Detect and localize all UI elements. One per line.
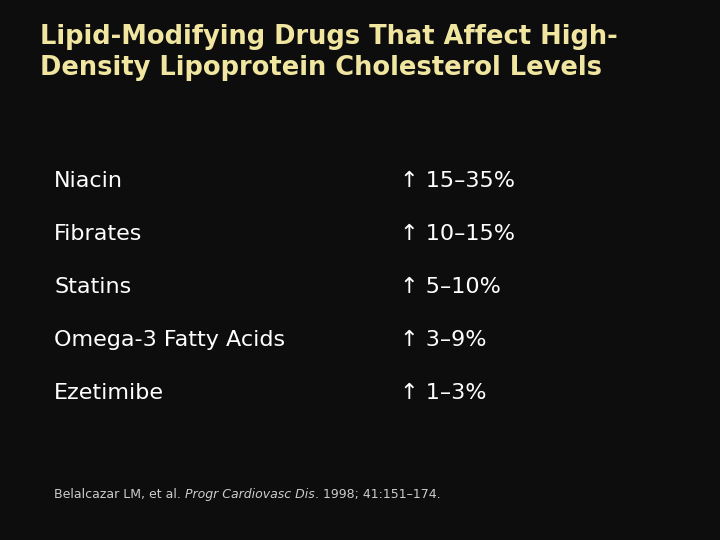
Text: Lipid-Modifying Drugs That Affect High-
Density Lipoprotein Cholesterol Levels: Lipid-Modifying Drugs That Affect High- … [40, 24, 617, 82]
Text: ↑ 10–15%: ↑ 10–15% [400, 224, 515, 244]
Text: ↑ 15–35%: ↑ 15–35% [400, 171, 515, 191]
Text: ↑ 3–9%: ↑ 3–9% [400, 329, 486, 350]
Text: Niacin: Niacin [54, 171, 123, 191]
Text: Progr Cardiovasc Dis: Progr Cardiovasc Dis [185, 488, 315, 501]
Text: ↑ 1–3%: ↑ 1–3% [400, 382, 486, 403]
Text: Ezetimibe: Ezetimibe [54, 382, 164, 403]
Text: . 1998; 41:151–174.: . 1998; 41:151–174. [315, 488, 440, 501]
Text: Fibrates: Fibrates [54, 224, 143, 244]
Text: Statins: Statins [54, 276, 131, 297]
Text: ↑ 5–10%: ↑ 5–10% [400, 276, 500, 297]
Text: Omega-3 Fatty Acids: Omega-3 Fatty Acids [54, 329, 285, 350]
Text: Belalcazar LM, et al.: Belalcazar LM, et al. [54, 488, 185, 501]
